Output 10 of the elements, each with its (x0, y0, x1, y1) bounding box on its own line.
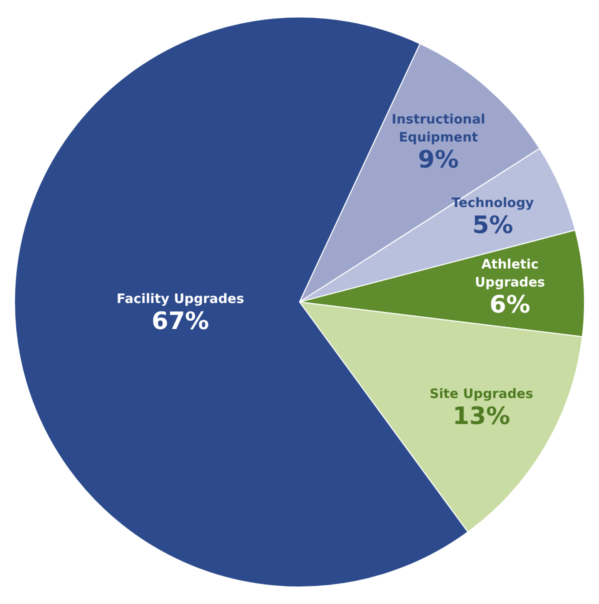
data-label: 5% (472, 210, 514, 239)
data-label: 67% (152, 306, 210, 335)
slice-label: Technology (452, 196, 534, 211)
slice-label: Facility Upgrades (116, 292, 244, 308)
data-label: 9% (418, 146, 459, 174)
slice-label: Instructional Equipment (392, 112, 486, 146)
data-label: 13% (452, 402, 510, 430)
slice-label: Site Upgrades (430, 387, 534, 402)
data-label: 6% (490, 290, 530, 318)
slice-label: Athletic Upgrades (474, 257, 546, 290)
